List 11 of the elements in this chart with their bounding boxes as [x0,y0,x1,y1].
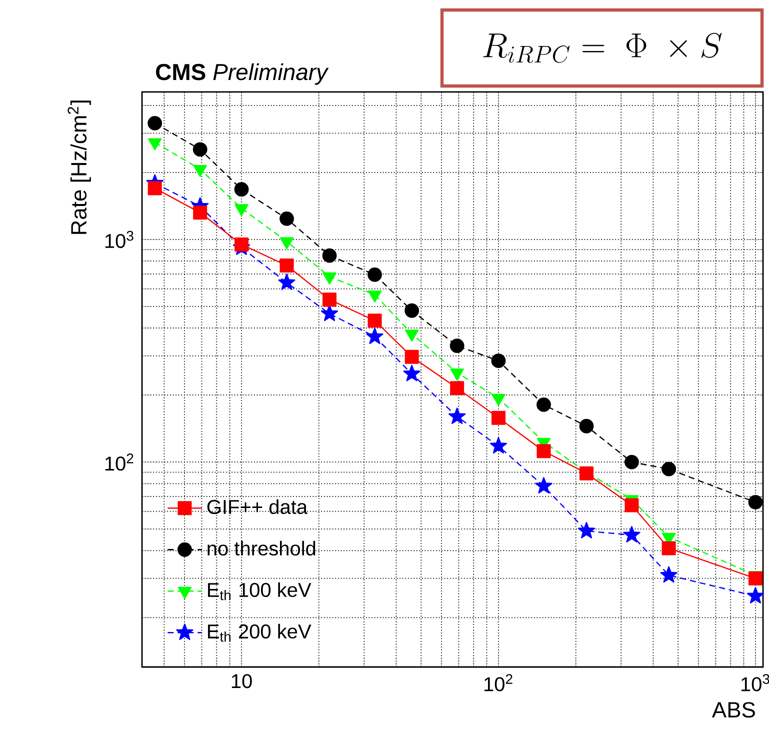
legend-label: GIF++ data [207,499,308,514]
chart-title: CMS Preliminary [156,63,329,85]
legend-label: E$_{th}$ 100 keV [208,582,312,600]
x-tick-label: 10$^{3}$ [741,674,769,692]
x-tick-label: 10$^{2}$ [484,674,512,692]
legend-label: no threshold [208,540,316,556]
y-axis-title: Rate [Hz/cm$^{2}$] [68,100,91,234]
x-tick-label: 10 [232,674,252,688]
legend-label: E$_{th}$ 200 keV [208,624,312,642]
x-axis-title: ABS [712,702,755,718]
text: $R_{iRPC} =\ \Phi\ \times S$ [483,32,722,63]
